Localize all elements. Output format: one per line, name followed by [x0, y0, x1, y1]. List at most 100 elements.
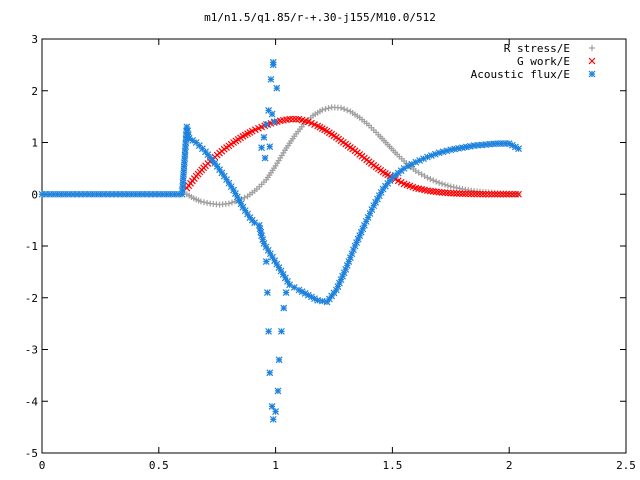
data-point — [444, 182, 451, 189]
x-tick-label: 1 — [272, 459, 279, 472]
data-point — [216, 166, 223, 174]
data-point — [273, 84, 281, 92]
y-tick-label: -3 — [25, 344, 38, 357]
data-point — [461, 190, 469, 198]
data-point — [453, 184, 460, 191]
data-point — [341, 106, 348, 113]
data-point — [262, 120, 270, 128]
data-point — [319, 106, 326, 113]
data-point — [268, 403, 276, 410]
data-point — [344, 107, 351, 114]
data-point — [184, 127, 192, 135]
data-point — [268, 110, 276, 118]
data-point — [479, 190, 487, 198]
data-point — [262, 258, 270, 265]
data-point — [286, 115, 294, 123]
data-point — [263, 289, 271, 296]
legend-marker — [589, 45, 595, 51]
data-point — [459, 190, 466, 198]
data-point — [267, 75, 275, 83]
y-tick-label: -5 — [25, 447, 38, 460]
data-point — [441, 181, 448, 188]
data-point — [322, 106, 329, 113]
data-point — [450, 184, 457, 191]
data-point — [225, 200, 232, 207]
data-point — [204, 199, 211, 206]
data-point — [189, 137, 197, 144]
y-tick-label: 1 — [31, 137, 38, 150]
data-point — [464, 190, 472, 198]
y-tick-label: 2 — [31, 85, 38, 98]
legend-marker — [588, 70, 596, 78]
x-tick-label: 2.5 — [616, 459, 636, 472]
y-tick-label: 3 — [31, 33, 38, 46]
x-tick-label: 1.5 — [382, 459, 402, 472]
data-point — [515, 190, 522, 198]
data-point — [325, 105, 332, 112]
legend-label: R stress/E — [504, 42, 570, 55]
data-point — [266, 369, 274, 377]
data-point — [228, 199, 235, 206]
data-point — [289, 115, 297, 123]
chart-title: m1/n1.5/q1.85/r-+.30-j155/M10.0/512 — [204, 11, 436, 24]
plot-frame — [41, 38, 627, 454]
data-point — [282, 289, 290, 296]
data-point — [488, 190, 496, 198]
data-point — [443, 147, 451, 155]
data-point — [439, 148, 447, 156]
data-point — [508, 190, 516, 198]
data-point — [424, 174, 431, 181]
legend-label: G work/E — [517, 55, 570, 68]
data-point — [266, 143, 274, 151]
data-point — [338, 104, 345, 111]
data-point — [258, 144, 266, 152]
data-point — [456, 190, 463, 198]
y-tick-label: -4 — [25, 395, 39, 408]
x-tick-label: 0 — [39, 459, 46, 472]
data-point — [515, 145, 522, 153]
data-point — [237, 200, 245, 208]
data-point — [512, 190, 519, 198]
data-point — [427, 152, 435, 160]
data-point — [200, 199, 207, 206]
series-g-work-e — [183, 115, 522, 198]
data-point — [430, 177, 437, 184]
data-point — [447, 183, 454, 190]
legend-label: Acoustic flux/E — [471, 68, 570, 81]
data-point — [467, 190, 475, 198]
data-point — [473, 190, 481, 198]
x-tick-label: 2 — [506, 459, 513, 472]
data-point — [260, 133, 268, 141]
data-point — [197, 198, 204, 205]
data-point — [436, 179, 443, 186]
data-point — [476, 190, 484, 198]
series-layer — [38, 58, 522, 423]
data-point — [499, 190, 507, 198]
data-point — [502, 190, 510, 198]
axes: 0 0.5 1 1.5 2 2.5 3 2 1 0 -1 -2 -3 -4 -5 — [25, 33, 636, 472]
data-point — [497, 190, 504, 198]
data-point — [275, 356, 283, 364]
data-point — [494, 190, 501, 198]
data-point — [259, 236, 267, 243]
y-tick-label: -1 — [25, 240, 38, 253]
data-point — [505, 190, 513, 198]
data-point — [269, 61, 277, 69]
data-point — [274, 387, 282, 395]
series-acoustic-flux-e — [38, 58, 522, 423]
data-point — [433, 178, 440, 185]
data-point — [439, 180, 446, 187]
data-point — [280, 304, 288, 312]
data-point — [265, 327, 273, 335]
data-point — [482, 190, 490, 198]
y-tick-label: -2 — [25, 292, 38, 305]
y-tick-label: 0 — [31, 188, 38, 201]
data-point — [470, 190, 478, 198]
data-point — [424, 153, 431, 161]
data-point — [292, 115, 300, 123]
data-point — [269, 415, 277, 423]
data-point — [278, 327, 285, 335]
data-point — [271, 118, 278, 126]
